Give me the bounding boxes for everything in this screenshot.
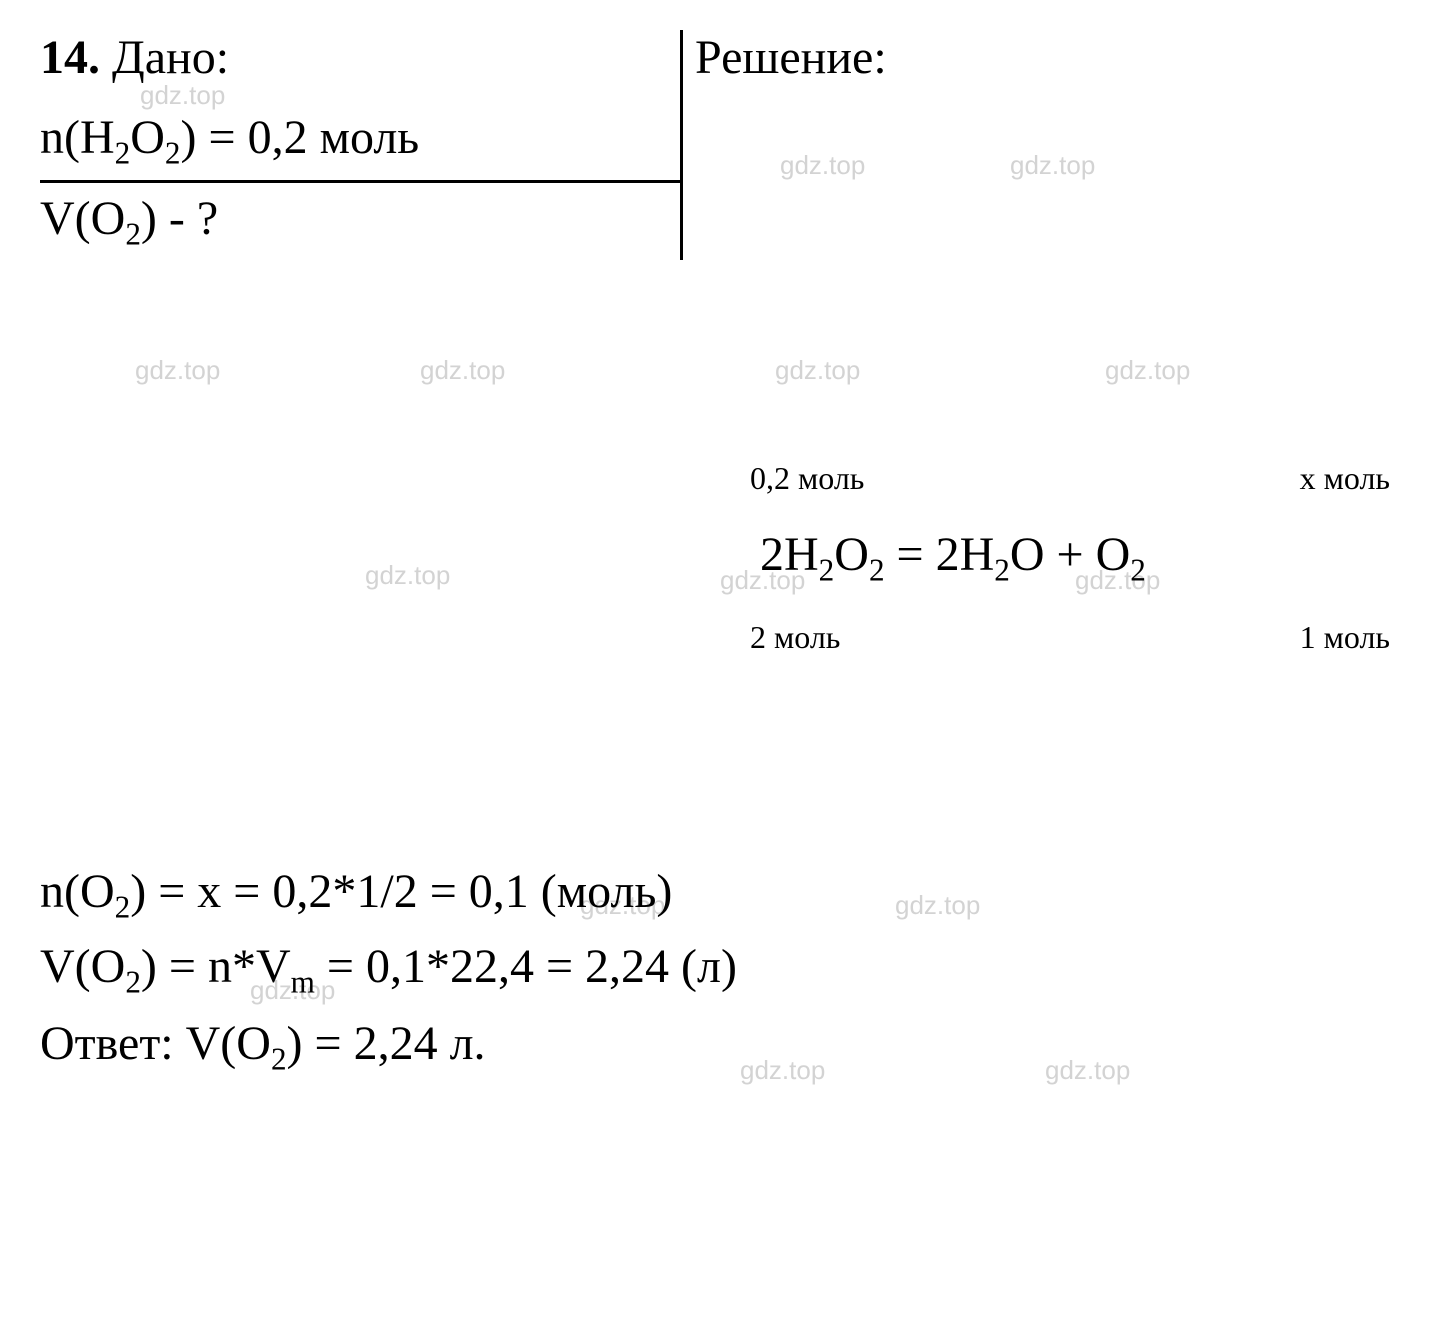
formula-part: 2H <box>760 528 819 581</box>
formula-part: O + O <box>1010 528 1130 581</box>
top-row: 14. Дано: n(H2O2) = 0,2 моль V(O2) - ? Р… <box>40 30 1416 260</box>
formula-sub: 2 <box>115 889 131 924</box>
formula-part: ) = x = 0,2*1/2 = 0,1 (моль) <box>130 865 672 918</box>
eq-bottom-right: 1 моль <box>1300 619 1390 656</box>
eq-top-left: 0,2 моль <box>750 460 864 497</box>
answer-line: Ответ: V(O2) = 2,24 л. <box>40 1016 1416 1078</box>
formula-part: = 0,1*22,4 = 2,24 (л) <box>315 940 737 993</box>
equation-top-labels: 0,2 моль х моль <box>750 460 1390 497</box>
formula-sub: 2 <box>1130 553 1146 588</box>
formula-part: Ответ: V(O <box>40 1017 271 1070</box>
formula-part: O <box>834 528 869 581</box>
solution-column: Решение: <box>680 30 887 260</box>
formula-sub: 2 <box>819 553 835 588</box>
formula-sub: 2 <box>994 553 1010 588</box>
formula-part: ) - ? <box>141 192 218 245</box>
equation-main: 2H2O2 = 2H2O + O2 <box>760 527 1416 589</box>
equation-bottom-labels: 2 моль 1 моль <box>750 619 1390 656</box>
calc-line-2: V(O2) = n*Vm = 0,1*22,4 = 2,24 (л) <box>40 931 1416 1006</box>
given-header: 14. Дано: <box>40 30 680 85</box>
formula-sub: 2 <box>125 216 141 251</box>
formula-sub: 2 <box>271 1042 287 1077</box>
formula-part: n(O <box>40 865 115 918</box>
formula-sub: 2 <box>115 136 131 171</box>
eq-top-right: х моль <box>1300 460 1390 497</box>
formula-part: O <box>130 111 165 164</box>
problem-number: 14. <box>40 31 100 84</box>
formula-part: = 2H <box>885 528 995 581</box>
equation-block: 0,2 моль х моль 2H2O2 = 2H2O + O2 2 моль… <box>720 460 1416 656</box>
formula-sub: 2 <box>165 136 181 171</box>
formula-sub: m <box>291 965 315 1000</box>
calc-line-1: n(O2) = x = 0,2*1/2 = 0,1 (моль) <box>40 856 1416 931</box>
formula-part: n(H <box>40 111 115 164</box>
formula-sub: 2 <box>125 965 141 1000</box>
calculation-block: n(O2) = x = 0,2*1/2 = 0,1 (моль) V(O2) =… <box>40 856 1416 1007</box>
formula-sub: 2 <box>869 553 885 588</box>
question-line: V(O2) - ? <box>40 191 680 253</box>
formula-part: ) = 2,24 л. <box>287 1017 486 1070</box>
given-formula: n(H2O2) = 0,2 моль <box>40 110 680 172</box>
solution-label: Решение: <box>695 31 887 84</box>
formula-part: V(O <box>40 192 125 245</box>
eq-bottom-left: 2 моль <box>750 619 840 656</box>
formula-part: ) = 0,2 моль <box>181 111 420 164</box>
divider-line <box>40 180 680 183</box>
given-label: Дано: <box>112 31 229 84</box>
given-column: 14. Дано: n(H2O2) = 0,2 моль V(O2) - ? <box>40 30 680 260</box>
formula-part: ) = n*V <box>141 940 291 993</box>
formula-part: V(O <box>40 940 125 993</box>
